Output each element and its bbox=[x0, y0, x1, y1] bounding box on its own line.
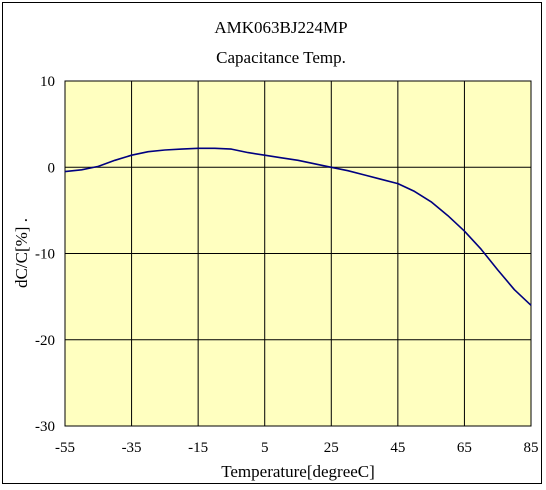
series-group bbox=[64, 147, 532, 306]
x-tick-labels: -55 -35 -15 5 25 45 65 85 bbox=[55, 440, 539, 456]
chart-title: AMK063BJ224MP bbox=[214, 18, 347, 37]
y-tick-label: 10 bbox=[40, 74, 55, 90]
y-tick-label: -20 bbox=[35, 333, 55, 349]
grid-lines bbox=[65, 81, 531, 426]
x-tick-label: 25 bbox=[324, 440, 339, 456]
x-tick-label: -55 bbox=[55, 440, 75, 456]
y-tick-labels: 10 0 -10 -20 -30 bbox=[35, 74, 55, 435]
y-axis-label: dC/C[%] . bbox=[12, 218, 31, 288]
x-tick-label: -35 bbox=[122, 440, 142, 456]
chart-subtitle: Capacitance Temp. bbox=[216, 48, 346, 67]
series-line bbox=[64, 147, 532, 306]
y-tick-label: -30 bbox=[35, 419, 55, 435]
y-tick-label: 0 bbox=[48, 160, 56, 176]
chart-frame: AMK063BJ224MP Capacitance Temp. -55 -35 -1… bbox=[2, 2, 542, 484]
x-tick-label: -15 bbox=[188, 440, 208, 456]
x-tick-label: 65 bbox=[457, 440, 472, 456]
x-tick-label: 85 bbox=[524, 440, 539, 456]
x-tick-label: 45 bbox=[390, 440, 405, 456]
capacitance-temperature-chart: AMK063BJ224MP Capacitance Temp. -55 -35 -1… bbox=[12, 18, 539, 481]
x-axis-label: Temperature[degreeC] bbox=[221, 462, 375, 481]
x-tick-label: 5 bbox=[261, 440, 269, 456]
y-tick-label: -10 bbox=[35, 247, 55, 263]
